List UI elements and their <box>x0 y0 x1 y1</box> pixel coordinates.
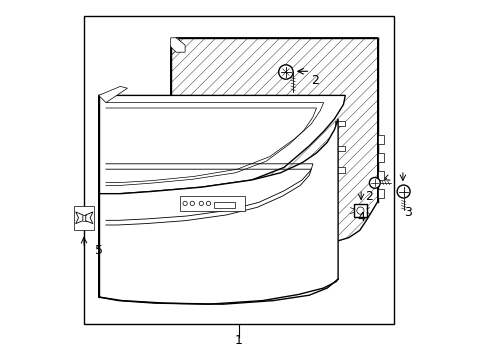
Polygon shape <box>99 95 345 194</box>
Polygon shape <box>170 38 179 56</box>
Bar <box>334 121 345 126</box>
Bar <box>377 135 384 144</box>
Text: 3: 3 <box>404 206 411 219</box>
Bar <box>84 16 393 324</box>
Polygon shape <box>170 38 377 249</box>
Bar <box>377 189 384 198</box>
Bar <box>353 204 366 217</box>
Bar <box>179 196 244 211</box>
Polygon shape <box>99 119 337 304</box>
Bar <box>334 146 345 151</box>
Polygon shape <box>170 38 185 52</box>
Bar <box>213 202 235 208</box>
Text: 2: 2 <box>364 190 372 203</box>
Bar <box>334 167 345 173</box>
Circle shape <box>278 65 292 79</box>
Bar <box>377 171 384 180</box>
Circle shape <box>368 177 380 188</box>
Text: 5: 5 <box>95 244 102 257</box>
Text: 2: 2 <box>310 75 318 87</box>
Polygon shape <box>99 86 127 103</box>
Text: 1: 1 <box>235 334 243 347</box>
Text: 4: 4 <box>357 211 365 224</box>
Bar <box>74 206 94 230</box>
Circle shape <box>396 185 409 198</box>
Bar <box>377 153 384 162</box>
